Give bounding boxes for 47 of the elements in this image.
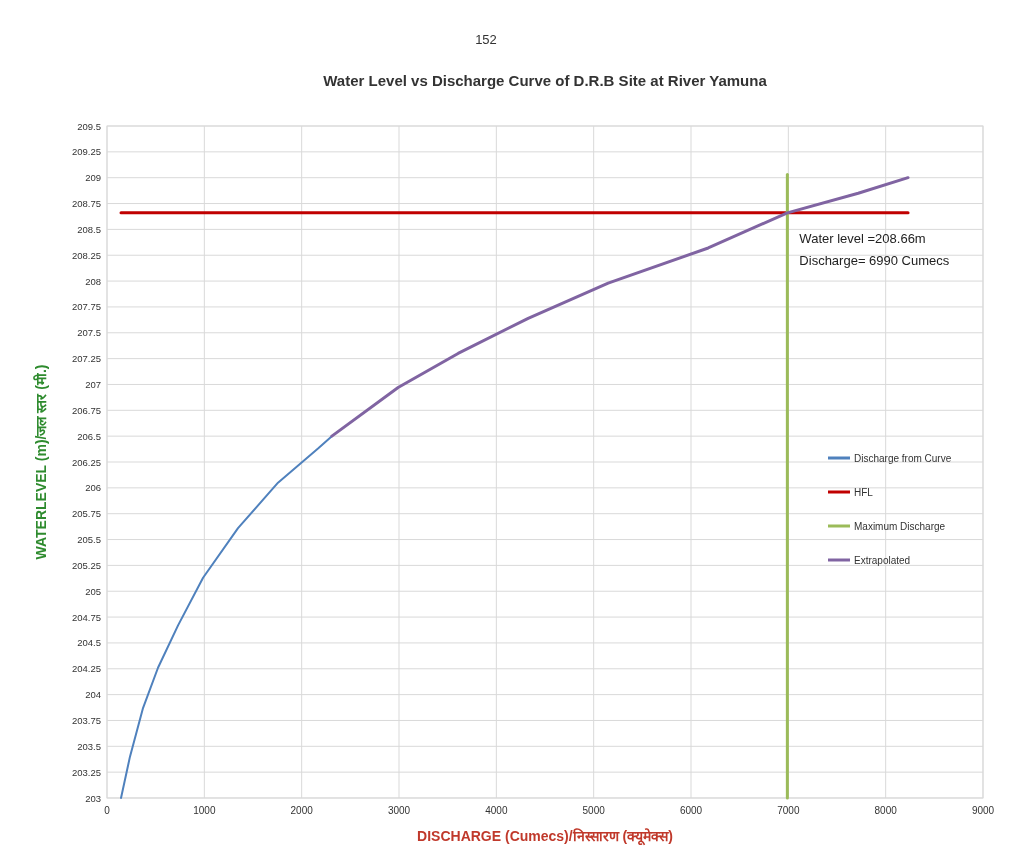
legend-label: HFL	[854, 486, 874, 498]
x-tick-label: 3000	[387, 805, 411, 816]
x-tick-label: 4000	[485, 805, 508, 816]
x-tick-label: 1000	[193, 805, 216, 816]
chart-title: Water Level vs Discharge Curve of D.R.B Site at River Yamuna	[323, 72, 768, 89]
x-tick-label: 8000	[874, 805, 898, 816]
legend-label: Extrapolated	[854, 554, 911, 566]
x-tick-label: 7000	[777, 805, 800, 816]
y-tick-label: 209.5	[77, 120, 101, 132]
x-tick-label: 0	[104, 805, 111, 816]
x-axis-title: DISCHARGE (Cumecs)/निस्सारण (क्यूमेक्स)	[417, 828, 673, 846]
y-tick-label: 203.25	[71, 766, 101, 778]
x-tick-label: 2000	[290, 805, 314, 816]
y-tick-label: 208	[85, 275, 101, 287]
y-tick-label: 207	[85, 378, 101, 390]
y-tick-label: 207.75	[71, 301, 101, 313]
y-tick-label: 205.5	[77, 534, 101, 546]
y-axis-title: WATERLEVEL (m)/जल स्तर (मी.)	[33, 364, 49, 560]
y-tick-label: 207.25	[71, 353, 101, 365]
legend-label: Maximum Discharge	[854, 520, 946, 532]
y-tick-label: 206.75	[71, 404, 101, 416]
y-tick-label: 206.5	[77, 430, 101, 442]
y-tick-label: 206	[85, 482, 101, 494]
y-tick-label: 203.75	[71, 714, 101, 726]
line-series	[120, 435, 333, 799]
y-tick-label: 203	[85, 792, 101, 804]
y-tick-label: 204	[85, 689, 101, 701]
annotation: Water level =208.66m Discharge= 6990 Cumecs	[799, 230, 950, 268]
y-tick-label: 203.5	[77, 740, 101, 752]
y-tick-label: 205.75	[71, 508, 101, 520]
x-tick-label: 9000	[971, 805, 995, 816]
y-tick-label: 204.5	[77, 637, 101, 649]
x-tick-label: 6000	[679, 805, 703, 816]
y-tick-label: 205.25	[71, 559, 101, 571]
y-tick-label: 208.75	[71, 198, 101, 210]
text: 152	[475, 32, 497, 47]
y-tick-label: 208.25	[71, 249, 101, 261]
legend-label: Discharge from Curve	[854, 452, 952, 464]
x-tick-label: 5000	[582, 805, 606, 816]
y-tick-label: 204.75	[71, 611, 101, 623]
y-tick-label: 204.25	[71, 663, 101, 675]
y-tick-label: 209.25	[71, 146, 101, 158]
y-tick-label: 205	[85, 585, 101, 597]
y-tick-label: 206.25	[71, 456, 101, 468]
y-tick-label: 207.5	[77, 327, 101, 339]
y-tick-label: 208.5	[77, 223, 101, 235]
y-tick-label: 209	[85, 172, 101, 184]
